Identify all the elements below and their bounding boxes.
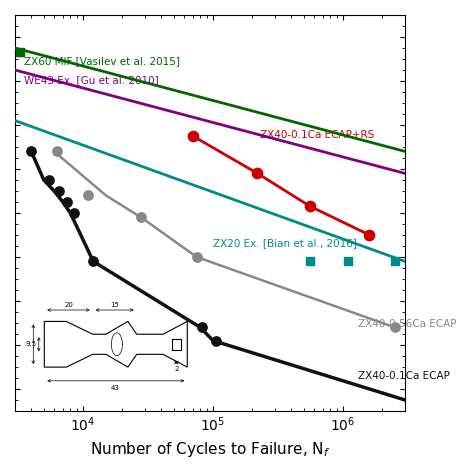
Point — [53, 147, 61, 155]
Point — [17, 49, 24, 56]
Point — [46, 176, 53, 184]
Point — [198, 324, 206, 331]
Point — [90, 257, 97, 265]
Point — [194, 253, 201, 261]
Point — [27, 147, 35, 155]
Point — [70, 209, 78, 217]
Point — [306, 257, 314, 265]
Point — [55, 187, 63, 195]
Point — [306, 202, 314, 210]
Point — [391, 324, 399, 331]
Text: WE43 Ex. [Gu et al. 2010]: WE43 Ex. [Gu et al. 2010] — [24, 75, 158, 85]
Point — [391, 257, 399, 265]
Point — [137, 214, 145, 221]
Text: ZX20 Ex. [Bian et al., 2016]: ZX20 Ex. [Bian et al., 2016] — [213, 238, 357, 248]
Text: ZX40-0.56Ca ECAP: ZX40-0.56Ca ECAP — [358, 319, 456, 328]
Text: ZX40-0.1Ca ECAP: ZX40-0.1Ca ECAP — [358, 372, 450, 382]
Point — [189, 132, 197, 140]
Point — [84, 191, 92, 199]
Point — [63, 198, 71, 206]
Text: ZX40-0.1Ca ECAP+RS: ZX40-0.1Ca ECAP+RS — [260, 130, 374, 140]
Point — [212, 337, 219, 345]
Text: ZX60 MIF [Vasilev et al. 2015]: ZX60 MIF [Vasilev et al. 2015] — [24, 55, 180, 65]
Point — [366, 231, 374, 239]
X-axis label: Number of Cycles to Failure, N$_f$: Number of Cycles to Failure, N$_f$ — [90, 440, 330, 459]
Point — [345, 257, 352, 265]
Point — [254, 170, 261, 177]
